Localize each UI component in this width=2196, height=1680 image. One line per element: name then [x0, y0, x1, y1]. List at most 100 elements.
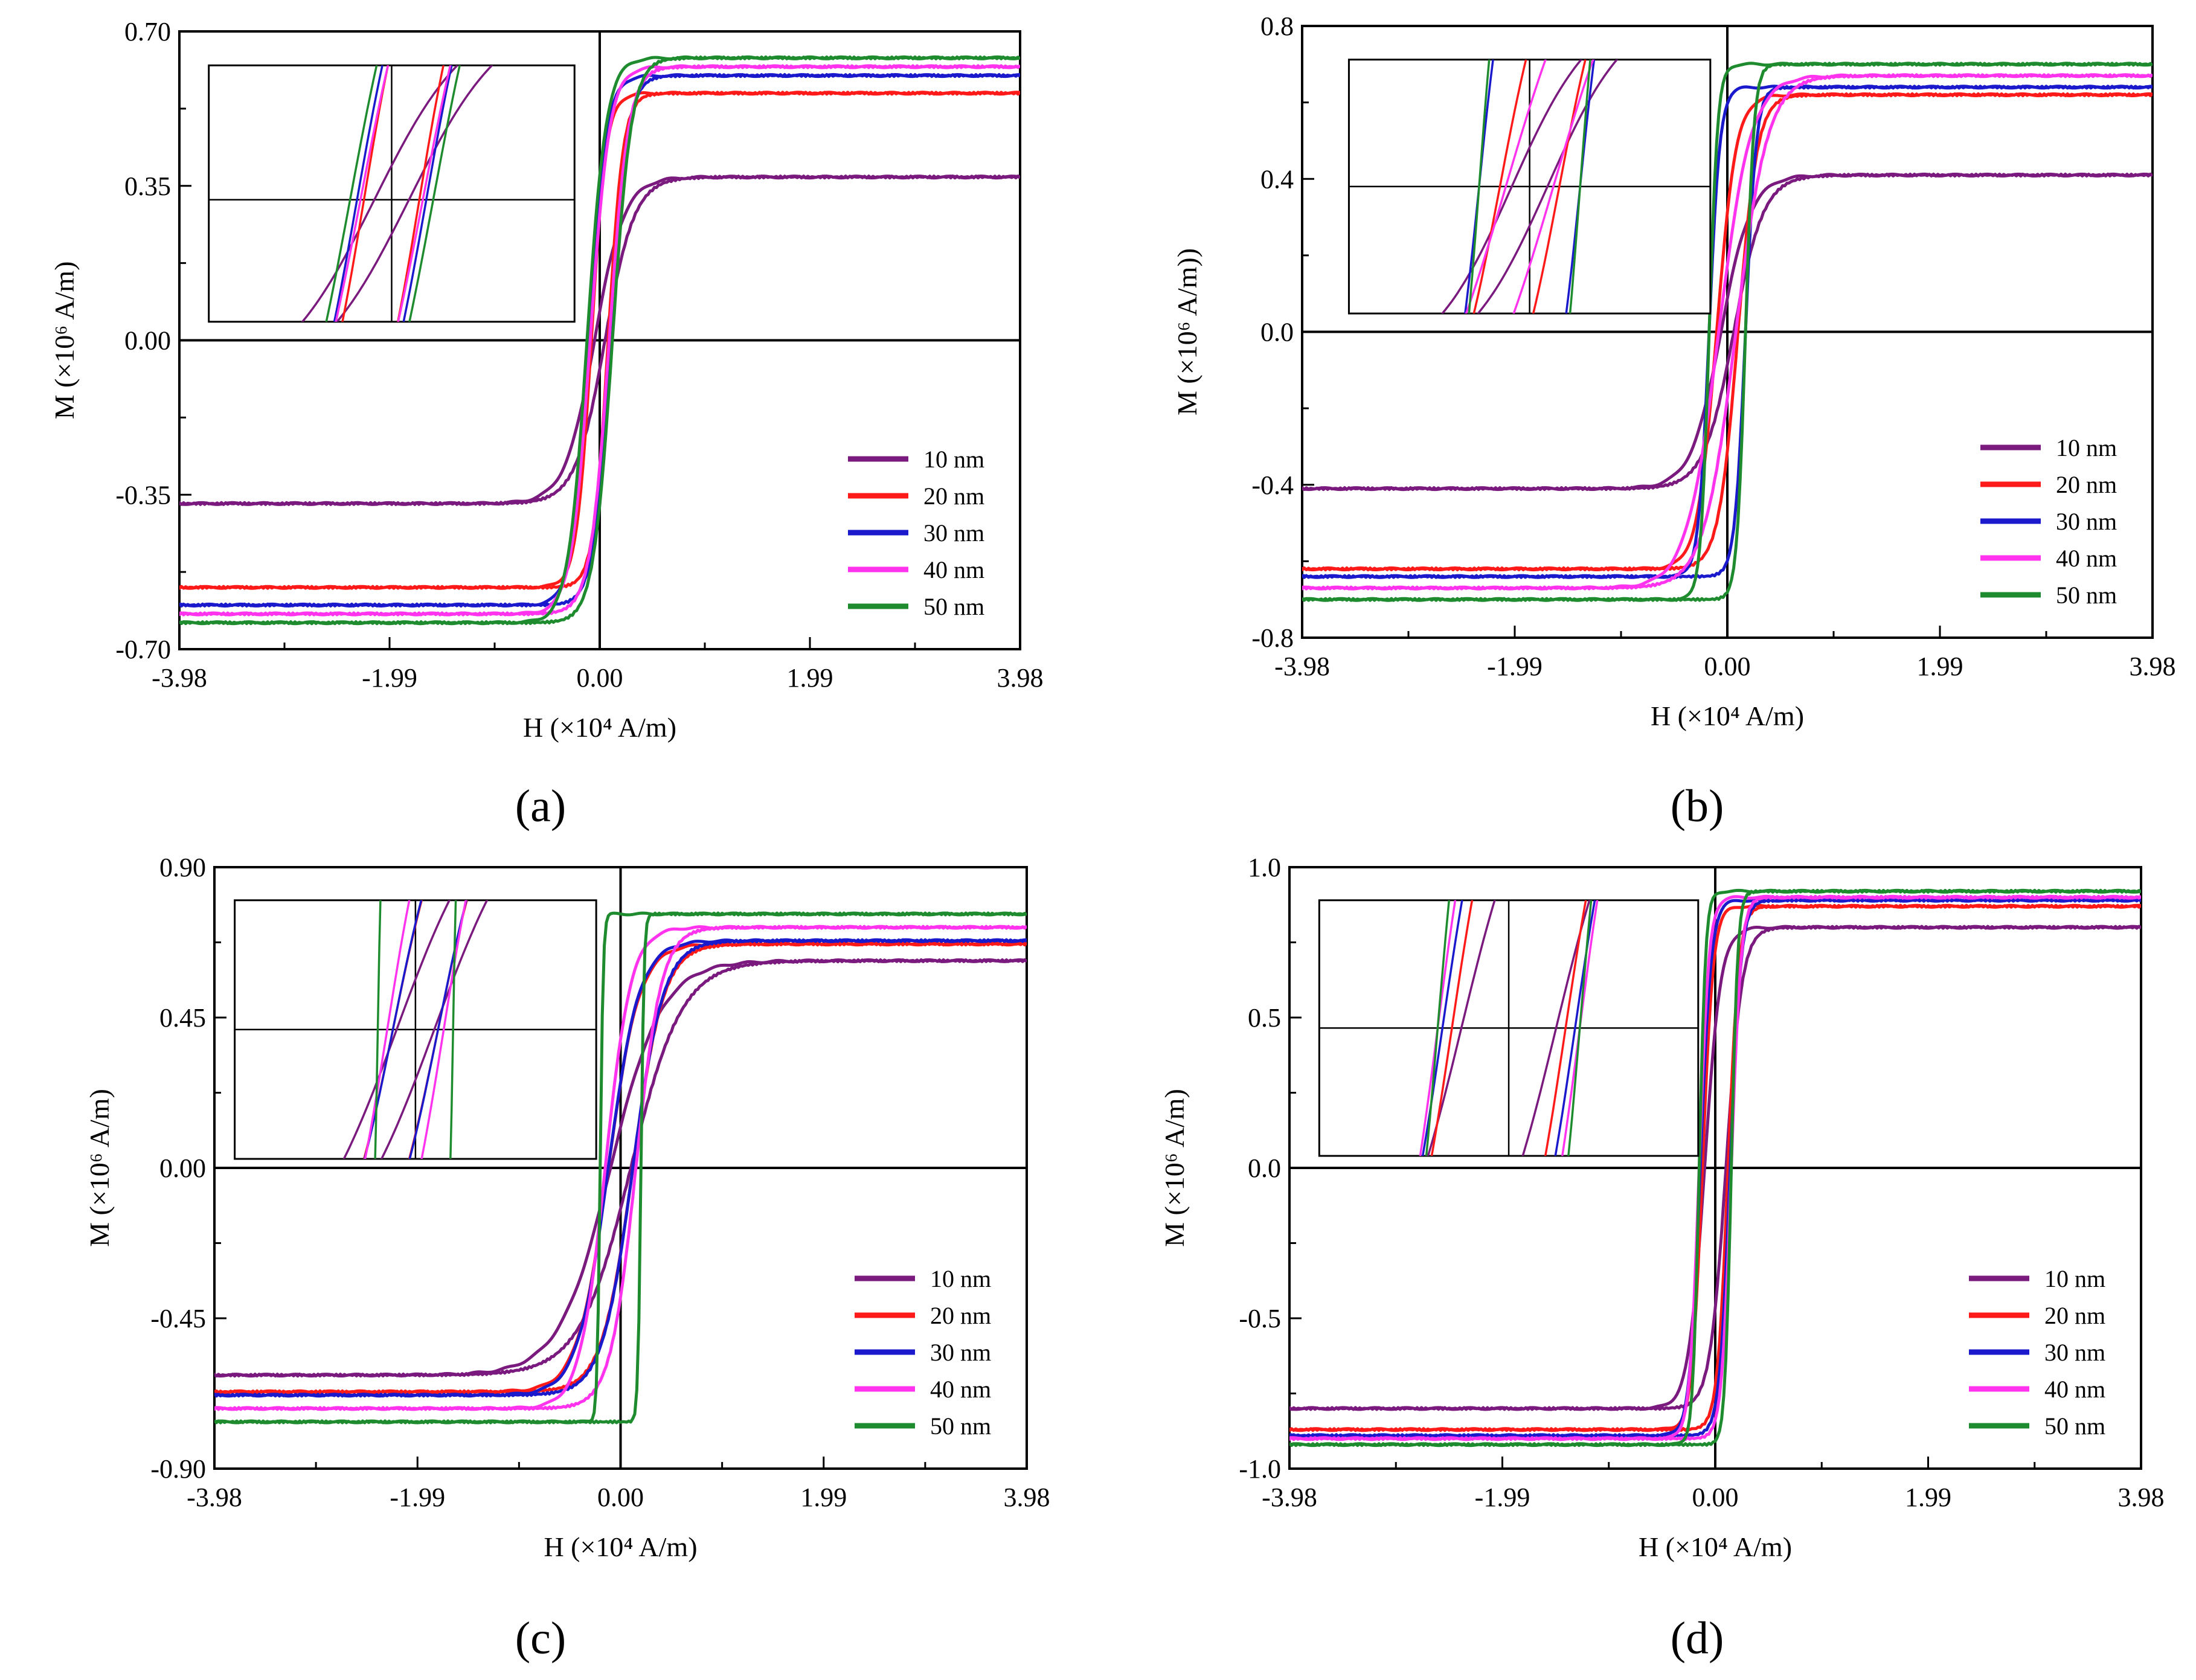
x-tick-label: 3.98: [2130, 652, 2176, 681]
inset-series-20-nm: [1430, 900, 1587, 1156]
curves: [214, 911, 1027, 1425]
series-line-30-nm: [214, 938, 1027, 1398]
y-tick-label: 0.0: [1260, 318, 1294, 347]
x-tick-label: 1.99: [787, 663, 833, 693]
y-tick-label: 0.70: [124, 17, 171, 46]
legend-label: 30 nm: [930, 1339, 991, 1366]
x-tick-label: 1.99: [1917, 652, 1963, 681]
inset: [208, 64, 576, 323]
legend-label: 20 nm: [923, 483, 984, 510]
series-line-50-nm: [1289, 888, 2141, 1448]
y-axis-title: M (×10⁶ A/m): [84, 1089, 115, 1247]
series-line-50-nm: [1302, 62, 2153, 602]
panel-label: (d): [1671, 1613, 1724, 1664]
series-line-40-nm: [179, 64, 1020, 617]
legend-label: 50 nm: [2056, 582, 2117, 609]
curves: [1302, 62, 2153, 602]
y-tick-label: 0.0: [1248, 1153, 1281, 1183]
chart-panel-b: -3.98 -1.99 0.00 1.99 3.98 -0.8 -0.4 0.0 0.4 0.8 H…: [1172, 11, 2176, 731]
series-line-10-nm: [179, 175, 1020, 506]
legend-label: 10 nm: [2044, 1265, 2105, 1292]
legend-label: 20 nm: [2044, 1302, 2105, 1329]
inset-curves: [1440, 59, 1619, 314]
y-tick-label: 0.8: [1260, 11, 1294, 41]
series-line-20-nm: [1302, 92, 2153, 572]
curves: [179, 55, 1020, 626]
y-tick-label: 0.4: [1260, 164, 1294, 194]
legend-label: 40 nm: [923, 556, 984, 583]
inset-series-50-nm: [325, 65, 461, 322]
y-axis-title: M (×10⁶ A/m)): [1172, 248, 1202, 415]
x-axis-title: H (×10⁴ A/m): [1651, 701, 1804, 731]
inset: [234, 899, 597, 1160]
inset-series-10-nm: [301, 65, 493, 322]
legend: 10 nm 20 nm 30 nm 40 nm 50 nm: [848, 446, 984, 620]
legend-label: 10 nm: [2056, 434, 2117, 461]
x-tick-label: 3.98: [2118, 1483, 2165, 1512]
y-tick-label: 0.00: [124, 326, 171, 356]
x-tick-label: 0.00: [1704, 652, 1751, 681]
x-tick-label: 1.99: [800, 1483, 847, 1512]
panel-label: (b): [1671, 781, 1724, 832]
panel-label: (a): [515, 781, 566, 832]
legend-label: 10 nm: [930, 1265, 991, 1292]
legend-label: 40 nm: [930, 1376, 991, 1403]
inset-series-50-nm: [1425, 900, 1593, 1156]
legend-label: 20 nm: [2056, 471, 2117, 498]
inset-series-10-nm: [1427, 900, 1591, 1156]
legend-label: 40 nm: [2044, 1376, 2105, 1403]
legend: 10 nm 20 nm 30 nm 40 nm 50 nm: [855, 1265, 991, 1440]
y-tick-label: 0.90: [159, 853, 206, 882]
x-tick-label: 1.99: [1905, 1483, 1951, 1512]
inset-series-10-nm: [342, 900, 489, 1159]
series-line-30-nm: [1289, 897, 2141, 1438]
legend-label: 30 nm: [923, 519, 984, 547]
x-tick-label: -1.99: [390, 1483, 445, 1512]
series-line-40-nm: [1302, 73, 2153, 591]
legend-label: 30 nm: [2056, 508, 2117, 535]
y-tick-label: -0.70: [115, 635, 171, 664]
y-axis-title: M (×10⁶ A/m): [1159, 1089, 1190, 1247]
chart-panel-a: -3.98 -1.99 0.00 1.99 3.98 -0.70 -0.35 0.00 0.35…: [49, 17, 1044, 743]
y-tick-label: 0.00: [159, 1153, 206, 1183]
y-tick-label: -1.0: [1239, 1454, 1281, 1484]
series-line-40-nm: [1289, 894, 2141, 1441]
y-tick-label: 0.35: [124, 172, 171, 201]
x-tick-label: -3.98: [1262, 1483, 1317, 1512]
y-tick-label: 0.5: [1248, 1003, 1281, 1033]
inset-series-40-nm: [1419, 900, 1599, 1156]
chart-panel-c: -3.98 -1.99 0.00 1.99 3.98 -0.90 -0.45 0.00 0.45…: [84, 853, 1050, 1562]
x-tick-label: -3.98: [1274, 652, 1330, 681]
inset-curves: [1419, 900, 1599, 1156]
y-tick-label: -0.90: [150, 1454, 206, 1484]
inset-series-30-nm: [1421, 900, 1596, 1156]
legend: 10 nm 20 nm 30 nm 40 nm 50 nm: [1969, 1265, 2105, 1440]
series-line-40-nm: [214, 925, 1027, 1411]
x-axis-title: H (×10⁴ A/m): [1639, 1531, 1792, 1562]
series-line-30-nm: [179, 73, 1020, 608]
series-line-10-nm: [1289, 925, 2141, 1411]
y-tick-label: -0.8: [1251, 623, 1294, 653]
x-tick-label: -1.99: [1487, 652, 1543, 681]
legend-label: 50 nm: [923, 593, 984, 620]
series-line-50-nm: [214, 911, 1027, 1425]
y-tick-label: -0.5: [1239, 1304, 1281, 1333]
inset: [1347, 59, 1712, 315]
x-tick-label: -1.99: [1475, 1483, 1530, 1512]
x-tick-label: 0.00: [597, 1483, 644, 1512]
inset-series-30-nm: [1464, 59, 1596, 314]
y-tick-label: -0.45: [150, 1304, 206, 1333]
panel-label: (c): [515, 1613, 566, 1664]
x-tick-label: 0.00: [577, 663, 623, 693]
chart-panel-d: -3.98 -1.99 0.00 1.99 3.98 -1.0 -0.5 0.0 0.5 1.0 H…: [1159, 853, 2165, 1562]
series-line-50-nm: [179, 55, 1020, 626]
inset: [1318, 899, 1700, 1157]
x-tick-label: -3.98: [152, 663, 207, 693]
inset-curves: [301, 65, 493, 322]
inset-curves: [342, 900, 489, 1159]
legend-label: 20 nm: [930, 1302, 991, 1329]
legend-label: 50 nm: [2044, 1412, 2105, 1440]
legend-label: 10 nm: [923, 446, 984, 473]
series-line-20-nm: [214, 941, 1027, 1394]
y-tick-label: -0.35: [115, 480, 171, 510]
